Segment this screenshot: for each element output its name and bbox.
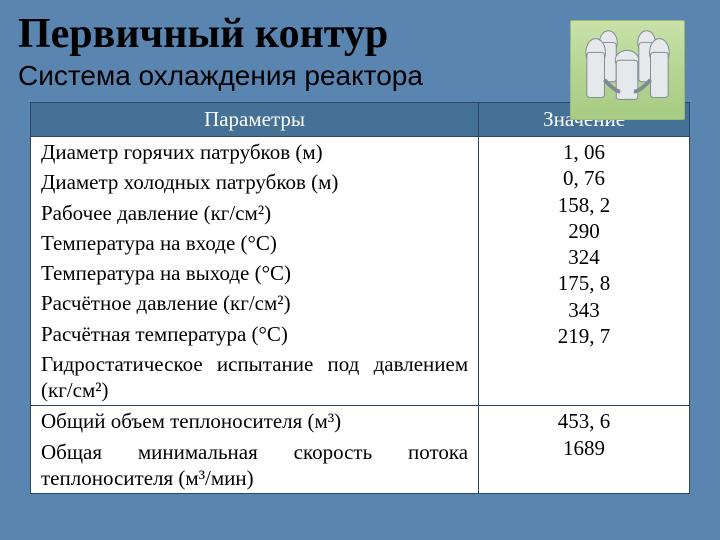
value-line: 324 [489,244,679,270]
parameters-table: Параметры Значение Диаметр горячих патру… [30,102,690,494]
value-line: 219, 7 [489,323,679,349]
param-cell: Общая минимальная скорость потока теплон… [31,437,479,494]
param-cell: Температура на выходе (°C) [31,258,479,288]
value-line: 158, 2 [489,192,679,218]
value-cell: 1, 060, 76158, 2290324175, 8343219, 7 [479,137,690,406]
value-cell: 453, 61689 [479,406,690,494]
value-line: 0, 76 [489,165,679,191]
parameters-table-wrap: Параметры Значение Диаметр горячих патру… [0,102,720,494]
param-cell: Диаметр горячих патрубков (м) [31,137,479,168]
param-cell: Общий объем теплоносителя (м³) [31,406,479,437]
value-line: 453, 6 [489,408,679,434]
param-cell: Температура на входе (°C) [31,228,479,258]
reactor-illustration [570,20,685,120]
table-row: Общий объем теплоносителя (м³)453, 61689 [31,406,690,437]
value-line: 1, 06 [489,139,679,165]
param-cell: Диаметр холодных патрубков (м) [31,167,479,197]
param-cell: Рабочее давление (кг/см²) [31,198,479,228]
param-cell: Гидростатическое испытание под давлением… [31,349,479,406]
reactor-icon [571,21,684,119]
value-line: 175, 8 [489,270,679,296]
param-cell: Расчётная температура (°C) [31,319,479,349]
col-header-param: Параметры [31,103,479,137]
table-row: Диаметр горячих патрубков (м)1, 060, 761… [31,137,690,168]
value-line: 290 [489,218,679,244]
value-line: 343 [489,297,679,323]
table-body: Диаметр горячих патрубков (м)1, 060, 761… [31,137,690,494]
param-cell: Расчётное давление (кг/см²) [31,288,479,318]
value-line: 1689 [489,435,679,461]
